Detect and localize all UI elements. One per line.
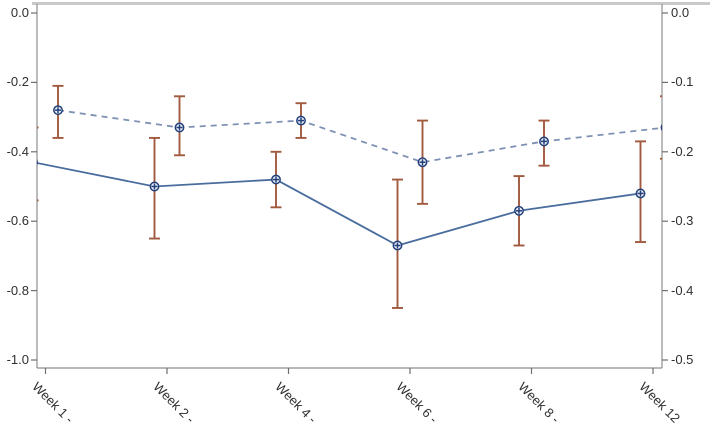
series-layer bbox=[37, 84, 662, 309]
y-tick-label-right: -0.4 bbox=[671, 282, 694, 298]
data-point-marker bbox=[37, 159, 38, 166]
data-point-marker bbox=[392, 240, 403, 251]
data-point-marker bbox=[271, 174, 281, 185]
data-point-marker bbox=[539, 136, 549, 147]
series-dashed-line bbox=[57, 109, 662, 164]
y-tick-label-left: -0.8 bbox=[6, 282, 29, 298]
plot-top-border bbox=[32, 2, 710, 5]
y-tick-label-right: 0.0 bbox=[671, 5, 690, 20]
data-point-marker bbox=[417, 157, 428, 168]
y-tick-label-left: -0.6 bbox=[6, 213, 29, 229]
y-tick-label-left: -0.2 bbox=[6, 74, 29, 90]
data-point-marker bbox=[660, 124, 662, 132]
data-point-marker bbox=[174, 122, 185, 133]
y-tick-label-left: 0.0 bbox=[10, 5, 29, 20]
y-tick-label-right: -0.1 bbox=[671, 74, 694, 90]
y-tick-label-right: -0.2 bbox=[671, 143, 694, 159]
data-point-marker bbox=[635, 188, 646, 199]
y-tick-label-left: -1.0 bbox=[6, 352, 29, 367]
error-bar bbox=[660, 95, 662, 160]
data-point-marker bbox=[296, 115, 306, 126]
y-tick-label-right: -0.5 bbox=[671, 352, 694, 367]
y-tick-label-right: -0.3 bbox=[671, 213, 694, 229]
y-tick-label-left: -0.4 bbox=[6, 143, 29, 159]
data-point-marker bbox=[149, 181, 160, 192]
data-point-marker bbox=[53, 105, 63, 116]
series-solid-line bbox=[37, 162, 641, 247]
data-point-marker bbox=[514, 205, 524, 216]
